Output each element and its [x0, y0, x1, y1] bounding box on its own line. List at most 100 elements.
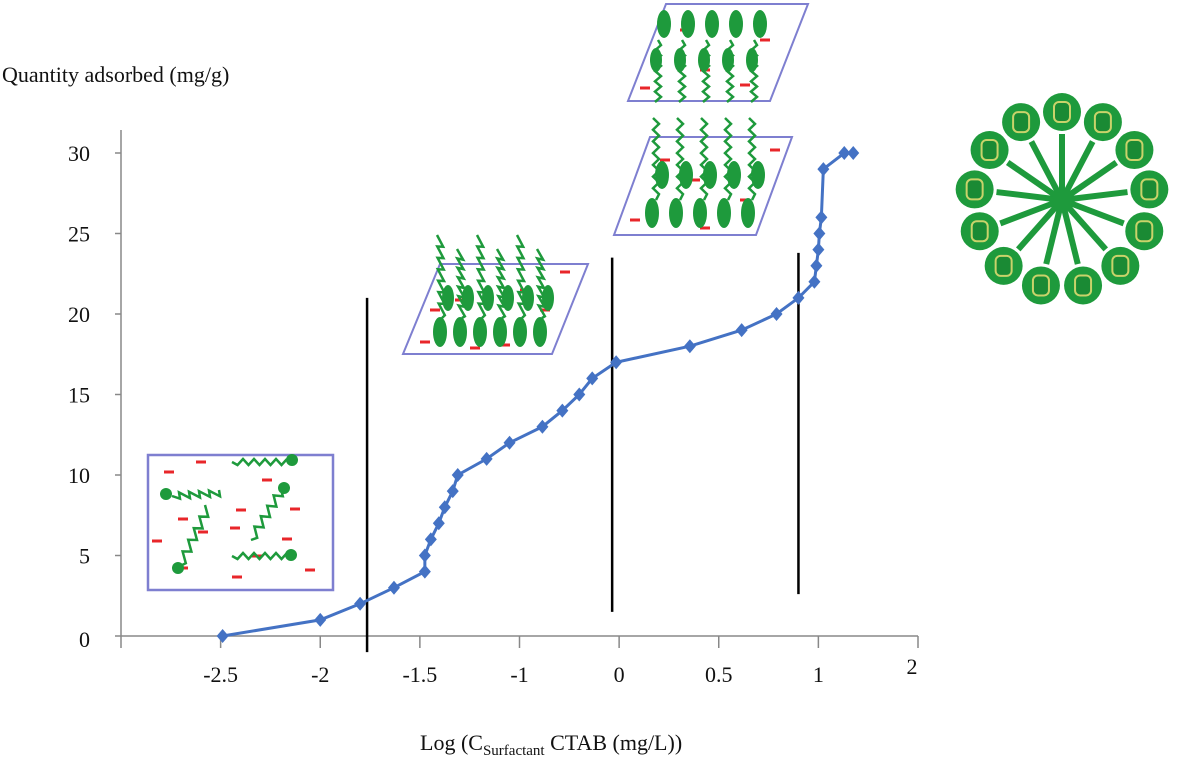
- surfactant-tail: [677, 39, 687, 103]
- data-point-marker: [838, 146, 851, 160]
- surfactant-tail: [1059, 198, 1109, 252]
- surfactant-tail: [250, 484, 285, 542]
- data-point-marker: [418, 564, 431, 579]
- surfactant-tail: [515, 234, 527, 319]
- surfactant-head: [729, 10, 743, 38]
- data-point-marker: [314, 612, 327, 627]
- surfactant-tail: [651, 117, 661, 201]
- surfactant-tail: [1005, 160, 1064, 203]
- head-core: [1012, 111, 1031, 134]
- y-tick-label: 20: [68, 302, 90, 327]
- x-tick-label: -2.5: [203, 662, 238, 687]
- x-tick-label: -2: [311, 662, 329, 687]
- surfactant-head: [542, 285, 554, 311]
- surfactant-head: [513, 317, 527, 347]
- surfactant-tail: [996, 189, 1063, 203]
- surfactant-head: [160, 488, 172, 500]
- surfactant-tail: [1059, 140, 1096, 202]
- head-core: [1074, 274, 1093, 297]
- surfactant-head: [645, 198, 659, 228]
- surfactant-head: [753, 10, 767, 38]
- surfactant-head: [741, 198, 755, 228]
- data-point-marker: [446, 484, 459, 499]
- surfactant-tail: [723, 117, 733, 201]
- head-core: [1135, 220, 1154, 243]
- surfactant-head: [533, 317, 547, 347]
- surfactant-head: [705, 10, 719, 38]
- data-point-marker: [418, 548, 431, 563]
- surfactant-head: [669, 198, 683, 228]
- y-tick-label: 0: [79, 627, 90, 652]
- head-core: [1140, 178, 1159, 201]
- illustrations: [146, 3, 1169, 592]
- data-point-marker: [451, 468, 464, 482]
- data-point-marker: [424, 532, 437, 547]
- surfactant-tail: [701, 39, 711, 103]
- surfactant-head: [278, 482, 290, 494]
- head-core: [1111, 254, 1130, 277]
- surfactant-head: [493, 317, 507, 347]
- y-tick-label: 5: [79, 544, 90, 569]
- region-dividers: [365, 252, 800, 653]
- surfactant-tail: [1059, 199, 1081, 265]
- data-point-marker: [808, 274, 821, 289]
- x-tick-label: -1.5: [402, 662, 437, 687]
- x-tick-label: 0.5: [705, 662, 733, 687]
- surfactant-tail: [1060, 160, 1119, 203]
- data-point-marker: [438, 500, 451, 515]
- surfactant-tail: [653, 39, 663, 103]
- head-core: [1053, 101, 1071, 123]
- data-point-marker: [586, 371, 599, 386]
- data-series: [216, 146, 860, 643]
- surfactant-tail: [171, 488, 222, 501]
- axes: 0 5 10 15 20 25 30 -2.5 -2 -1.5 -1 0 0.5 1 2: [68, 130, 919, 687]
- data-point-marker: [770, 307, 783, 321]
- data-point-marker: [817, 162, 830, 177]
- surfactant-tail: [999, 197, 1064, 227]
- surfactant-tail: [1028, 140, 1065, 202]
- surfactant-head: [462, 285, 474, 311]
- surfactant-head: [172, 562, 184, 574]
- surfactant-head: [693, 198, 707, 228]
- data-point-marker: [847, 146, 860, 160]
- y-tick-label: 15: [68, 383, 90, 408]
- data-point-marker: [503, 435, 516, 450]
- data-point-marker: [556, 403, 569, 418]
- data-point-marker: [813, 226, 826, 241]
- surfactant-tail: [1060, 197, 1125, 227]
- surfactant-head: [717, 198, 731, 228]
- y-axis-title: Quantity adsorbed (mg/g): [2, 62, 229, 87]
- head-core: [994, 254, 1013, 277]
- data-point-marker: [536, 419, 549, 434]
- surfactant-head: [285, 549, 297, 561]
- surfactant-tail: [454, 248, 468, 320]
- data-point-marker: [610, 355, 623, 370]
- surfactant-tail: [675, 117, 685, 201]
- head-core: [1093, 111, 1112, 134]
- monolayer-adsorption-illustration: [401, 234, 590, 355]
- surfactant-tail: [494, 248, 508, 320]
- surfactant-tail: [1015, 198, 1065, 252]
- surfactant-tail: [475, 234, 487, 319]
- x-tick-label: -1: [510, 662, 528, 687]
- free-surfactant-monomers-illustration: [146, 453, 335, 592]
- surfactant-head: [657, 10, 671, 38]
- surfactant-head: [286, 454, 298, 466]
- x-axis-title: Log (CSurfactant CTAB (mg/L)): [420, 730, 682, 759]
- surfactant-tail: [1043, 199, 1065, 265]
- surfactant-head: [502, 285, 514, 311]
- data-point-marker: [735, 323, 748, 338]
- data-point-marker: [387, 580, 400, 595]
- surfactant-tail: [725, 39, 735, 103]
- y-tick-label: 25: [68, 222, 90, 247]
- y-tick-label: 10: [68, 463, 90, 488]
- micelle-core: [1052, 190, 1072, 210]
- data-point-marker: [354, 596, 367, 611]
- surfactant-head: [433, 317, 447, 347]
- surfactant-tail: [435, 234, 447, 319]
- surfactant-head: [473, 317, 487, 347]
- data-point-marker: [810, 258, 823, 273]
- data-point-marker: [573, 387, 586, 402]
- surfactant-tail: [231, 457, 288, 467]
